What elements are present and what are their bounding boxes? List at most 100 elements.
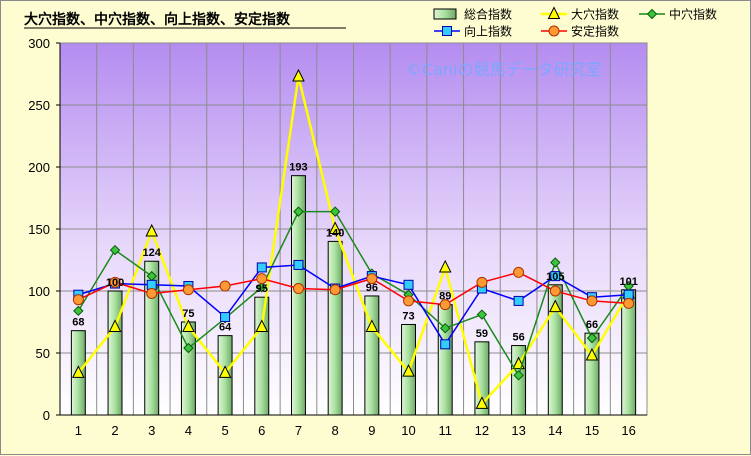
data-point-marker [440, 339, 451, 350]
legend-swatch-marker [548, 25, 560, 37]
data-point-marker [182, 284, 194, 296]
x-tick-label: 7 [295, 423, 302, 438]
x-tick-label: 8 [332, 423, 339, 438]
data-point-marker [548, 299, 562, 313]
data-point-marker [255, 319, 269, 332]
legend-label: 大穴指数 [571, 7, 619, 22]
data-point-marker [293, 259, 304, 270]
data-point-marker [219, 280, 231, 292]
x-tick-label: 3 [148, 423, 155, 438]
bar-value-label: 95 [256, 283, 268, 295]
data-point-marker [403, 279, 414, 290]
bar [180, 321, 196, 416]
bar-value-label: 66 [586, 319, 598, 331]
data-point-marker [513, 370, 524, 381]
bar [547, 284, 563, 416]
bar [254, 296, 270, 416]
series-line [78, 264, 629, 346]
legend-label: 向上指数 [464, 24, 512, 39]
legend-item: 中穴指数 [639, 7, 717, 22]
bar [437, 304, 453, 416]
data-point-marker [550, 257, 561, 268]
line-series-triangle [72, 68, 635, 409]
data-point-marker [329, 206, 341, 217]
data-point-marker [256, 262, 267, 273]
data-point-marker [146, 287, 158, 299]
x-tick-label: 15 [585, 423, 599, 438]
bar-value-label: 64 [219, 322, 232, 334]
bar [290, 175, 306, 416]
series-line [77, 210, 630, 378]
bar-value-label: 56 [512, 332, 524, 344]
x-tick-label: 14 [548, 423, 562, 438]
legend-swatch-marker [646, 8, 658, 20]
bar-value-label: 124 [143, 247, 162, 259]
data-point-marker [293, 206, 304, 217]
data-point-marker [402, 363, 415, 377]
data-point-marker [145, 223, 159, 237]
bar [364, 295, 380, 416]
x-axis: 1 2 3 4 5 6 7 8 9 10 11 12 13 14 15 16 [60, 414, 647, 438]
y-axis: 0 50 100 150 200 250 300 [28, 36, 61, 423]
y-tick-label: 150 [28, 222, 50, 237]
data-point-marker [403, 295, 415, 307]
bar-value-label: 101 [619, 276, 637, 288]
data-point-marker [549, 285, 561, 297]
x-tick-label: 1 [75, 423, 82, 438]
legend-item: 大穴指数 [541, 6, 619, 22]
data-point-marker [73, 305, 84, 317]
bar [327, 240, 343, 416]
data-point-marker [328, 221, 342, 234]
data-point-marker [256, 273, 268, 285]
x-tick-label: 13 [511, 423, 525, 438]
data-point-marker [513, 295, 524, 306]
x-tick-label: 12 [475, 423, 489, 438]
bar [107, 290, 123, 416]
data-point-marker [476, 309, 488, 320]
legend-item: 総合指数 [433, 7, 512, 22]
data-point-marker [476, 276, 488, 288]
data-point-marker [438, 259, 452, 273]
x-tick-label: 9 [368, 423, 375, 438]
bar-value-label: 105 [546, 271, 564, 283]
legend-swatch-bar [433, 8, 457, 20]
data-point-marker [623, 297, 635, 309]
data-point-marker [439, 299, 451, 311]
x-tick-label: 5 [221, 423, 228, 438]
data-point-marker [146, 279, 157, 290]
data-point-marker [256, 282, 267, 293]
legend-label: 総合指数 [464, 7, 512, 22]
y-tick-label: 0 [43, 408, 50, 423]
line-series [72, 68, 635, 409]
bar-value-label: 73 [402, 310, 414, 322]
bar-value-label: 193 [289, 162, 307, 174]
data-point-marker [586, 295, 598, 307]
x-tick-label: 10 [401, 423, 415, 438]
data-point-marker [182, 319, 195, 332]
legend-label: 安定指数 [571, 24, 619, 39]
data-point-marker [365, 319, 379, 332]
y-tick-label: 200 [28, 160, 50, 175]
y-tick-label: 100 [28, 284, 50, 299]
data-point-marker [475, 396, 489, 409]
data-point-marker [109, 276, 121, 288]
data-point-marker [108, 319, 122, 332]
data-point-marker [440, 322, 451, 334]
series-line [77, 76, 630, 407]
line-series-circle [72, 266, 635, 311]
data-labels: 68 100 124 75 64 95 193 140 96 73 89 59 56 105 66 101 [72, 162, 638, 344]
x-tick-label: 16 [621, 423, 635, 438]
series-line [78, 271, 629, 306]
data-point-marker [292, 283, 304, 295]
bar-value-label: 59 [476, 328, 488, 340]
bar [144, 260, 160, 416]
data-point-marker [218, 365, 232, 378]
data-point-marker [220, 312, 231, 323]
data-point-marker [109, 244, 121, 256]
watermark-text: ©Caniの競馬データ研究室 [406, 60, 602, 79]
data-point-marker [366, 273, 378, 285]
bar-value-label: 89 [439, 291, 451, 303]
data-point-marker [513, 266, 525, 278]
